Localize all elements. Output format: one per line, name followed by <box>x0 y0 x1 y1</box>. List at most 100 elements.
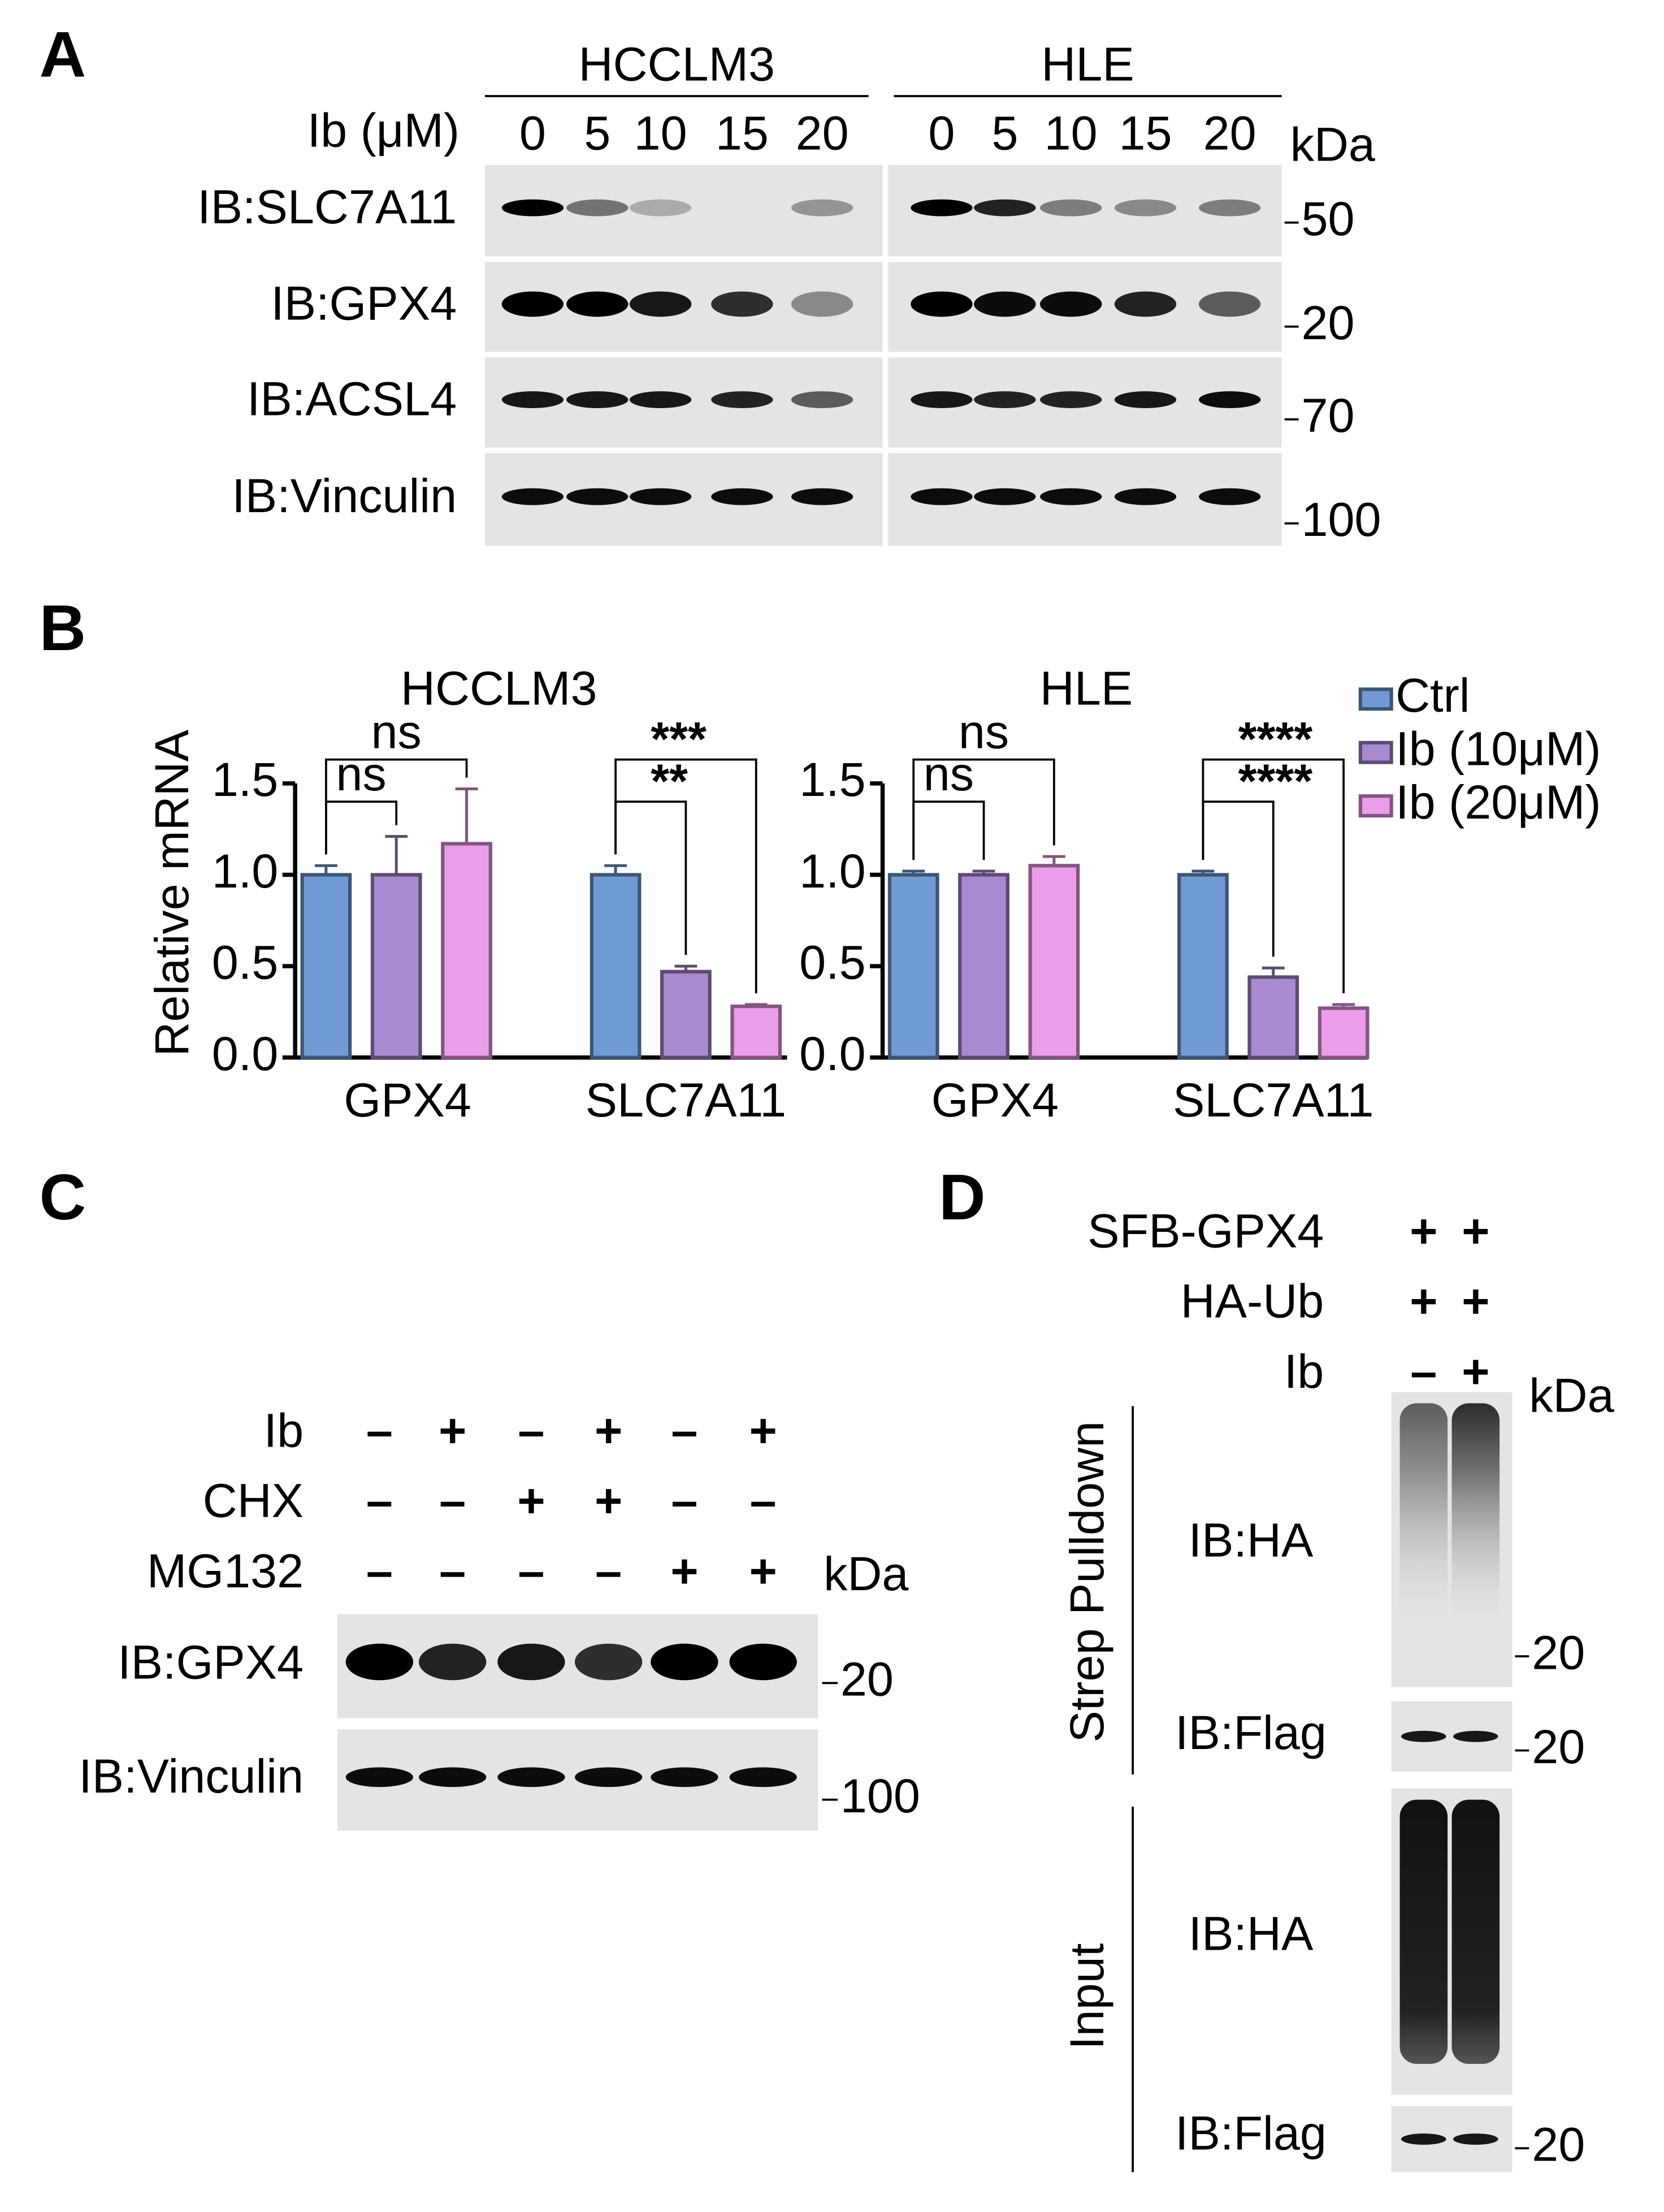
marker: 20 <box>1301 296 1354 349</box>
band <box>1040 488 1102 505</box>
y-tick-label: 1.5 <box>799 752 866 806</box>
band <box>911 488 973 505</box>
dose: 20 <box>1203 106 1256 159</box>
significance-label: **** <box>1238 754 1313 808</box>
bar <box>660 969 712 1059</box>
marker: 50 <box>1301 192 1354 245</box>
condition-mark: – <box>1410 1344 1437 1398</box>
x-tick-label: GPX4 <box>344 1073 471 1127</box>
band <box>629 391 692 408</box>
dose-label: Ib (μM) <box>307 103 460 157</box>
marker: 100 <box>840 1769 920 1823</box>
band <box>1114 488 1177 505</box>
band <box>1453 2133 1498 2145</box>
treatment-mark: – <box>518 1403 544 1457</box>
marker: 100 <box>1301 492 1381 546</box>
blot-label: IB:Vinculin <box>232 469 457 522</box>
band <box>629 488 692 505</box>
condition-mark: + <box>1410 1274 1437 1328</box>
bar <box>441 842 492 1059</box>
treatment-mark: – <box>671 1474 697 1527</box>
treatment-mark: + <box>595 1474 622 1527</box>
marker: 70 <box>1301 388 1354 442</box>
significance-bracket <box>912 758 1055 860</box>
dose: 15 <box>1119 106 1172 159</box>
band <box>501 199 564 217</box>
legend-label: Ib (10μM) <box>1396 721 1601 775</box>
band <box>911 199 973 217</box>
blot-label: IB:SLC7A11 <box>197 180 457 233</box>
condition-label: Ib <box>1284 1344 1324 1398</box>
band <box>911 391 973 408</box>
treatment-mark: – <box>518 1544 544 1598</box>
band <box>345 1767 414 1787</box>
dose: 5 <box>584 106 610 159</box>
blot-label: IB:Vinculin <box>79 1749 304 1803</box>
panel-label: C <box>40 1161 86 1233</box>
y-tick-label: 0.0 <box>799 1027 866 1080</box>
band <box>566 391 629 408</box>
y-tick-label: 0.5 <box>799 935 866 989</box>
bar <box>730 1005 782 1059</box>
significance-bracket <box>912 800 985 860</box>
band <box>711 488 773 505</box>
band <box>566 488 629 505</box>
band <box>501 391 564 408</box>
x-tick-label: GPX4 <box>931 1073 1059 1127</box>
bar <box>958 873 1009 1059</box>
treatment-mark: + <box>749 1544 777 1598</box>
legend-label: Ctrl <box>1396 668 1470 722</box>
significance-bracket <box>614 758 757 994</box>
section-label: Input <box>1060 1943 1113 2050</box>
band <box>629 291 692 317</box>
treatment-mark: – <box>439 1544 466 1598</box>
y-tick-label: 1.0 <box>212 844 279 898</box>
condition-mark: + <box>1462 1204 1489 1257</box>
dose: 5 <box>991 106 1018 159</box>
band <box>974 291 1036 317</box>
band <box>791 291 853 317</box>
unit: kDa <box>1529 1368 1614 1422</box>
legend-swatch <box>1358 794 1393 818</box>
condition-label: SFB-GPX4 <box>1087 1204 1324 1257</box>
blot-label: IB:Flag <box>1175 1705 1327 1759</box>
significance-label: *** <box>651 712 707 765</box>
smear <box>1399 1799 1448 2064</box>
marker: 20 <box>840 1652 894 1706</box>
significance-label: ns <box>924 747 974 800</box>
band <box>497 1643 565 1681</box>
band <box>651 1643 718 1681</box>
band <box>345 1643 414 1681</box>
significance-label: **** <box>1238 712 1313 765</box>
significance-label: ns <box>959 705 1009 759</box>
treatment-mark: + <box>670 1544 698 1598</box>
condition-label: HA-Ub <box>1181 1274 1324 1328</box>
treatment-mark: + <box>749 1403 777 1457</box>
marker: 20 <box>1532 1625 1585 1679</box>
significance-bracket <box>1202 758 1345 994</box>
condition-mark: + <box>1462 1344 1489 1398</box>
y-axis-label: Relative mRNA <box>145 729 198 1056</box>
band <box>974 488 1036 505</box>
treatment-mark: + <box>595 1403 622 1457</box>
bar <box>300 873 352 1059</box>
dose: 10 <box>634 106 687 159</box>
blot-label: IB:GPX4 <box>118 1635 304 1689</box>
x-tick-label: SLC7A11 <box>586 1073 787 1127</box>
condition-mark: + <box>1462 1274 1489 1328</box>
band <box>729 1767 797 1787</box>
cell-line: HCCLM3 <box>578 37 775 91</box>
bar <box>1247 975 1299 1059</box>
band <box>1401 1730 1446 1742</box>
smear <box>1451 1799 1500 2064</box>
band <box>497 1767 565 1787</box>
cell-line: HLE <box>1041 37 1134 91</box>
band <box>1198 291 1261 317</box>
condition-mark: + <box>1410 1204 1437 1257</box>
significance-bracket <box>325 800 398 855</box>
band <box>1040 391 1102 408</box>
y-tick-label: 0.5 <box>212 935 279 989</box>
band <box>574 1767 643 1787</box>
marker: 20 <box>1532 2118 1585 2171</box>
